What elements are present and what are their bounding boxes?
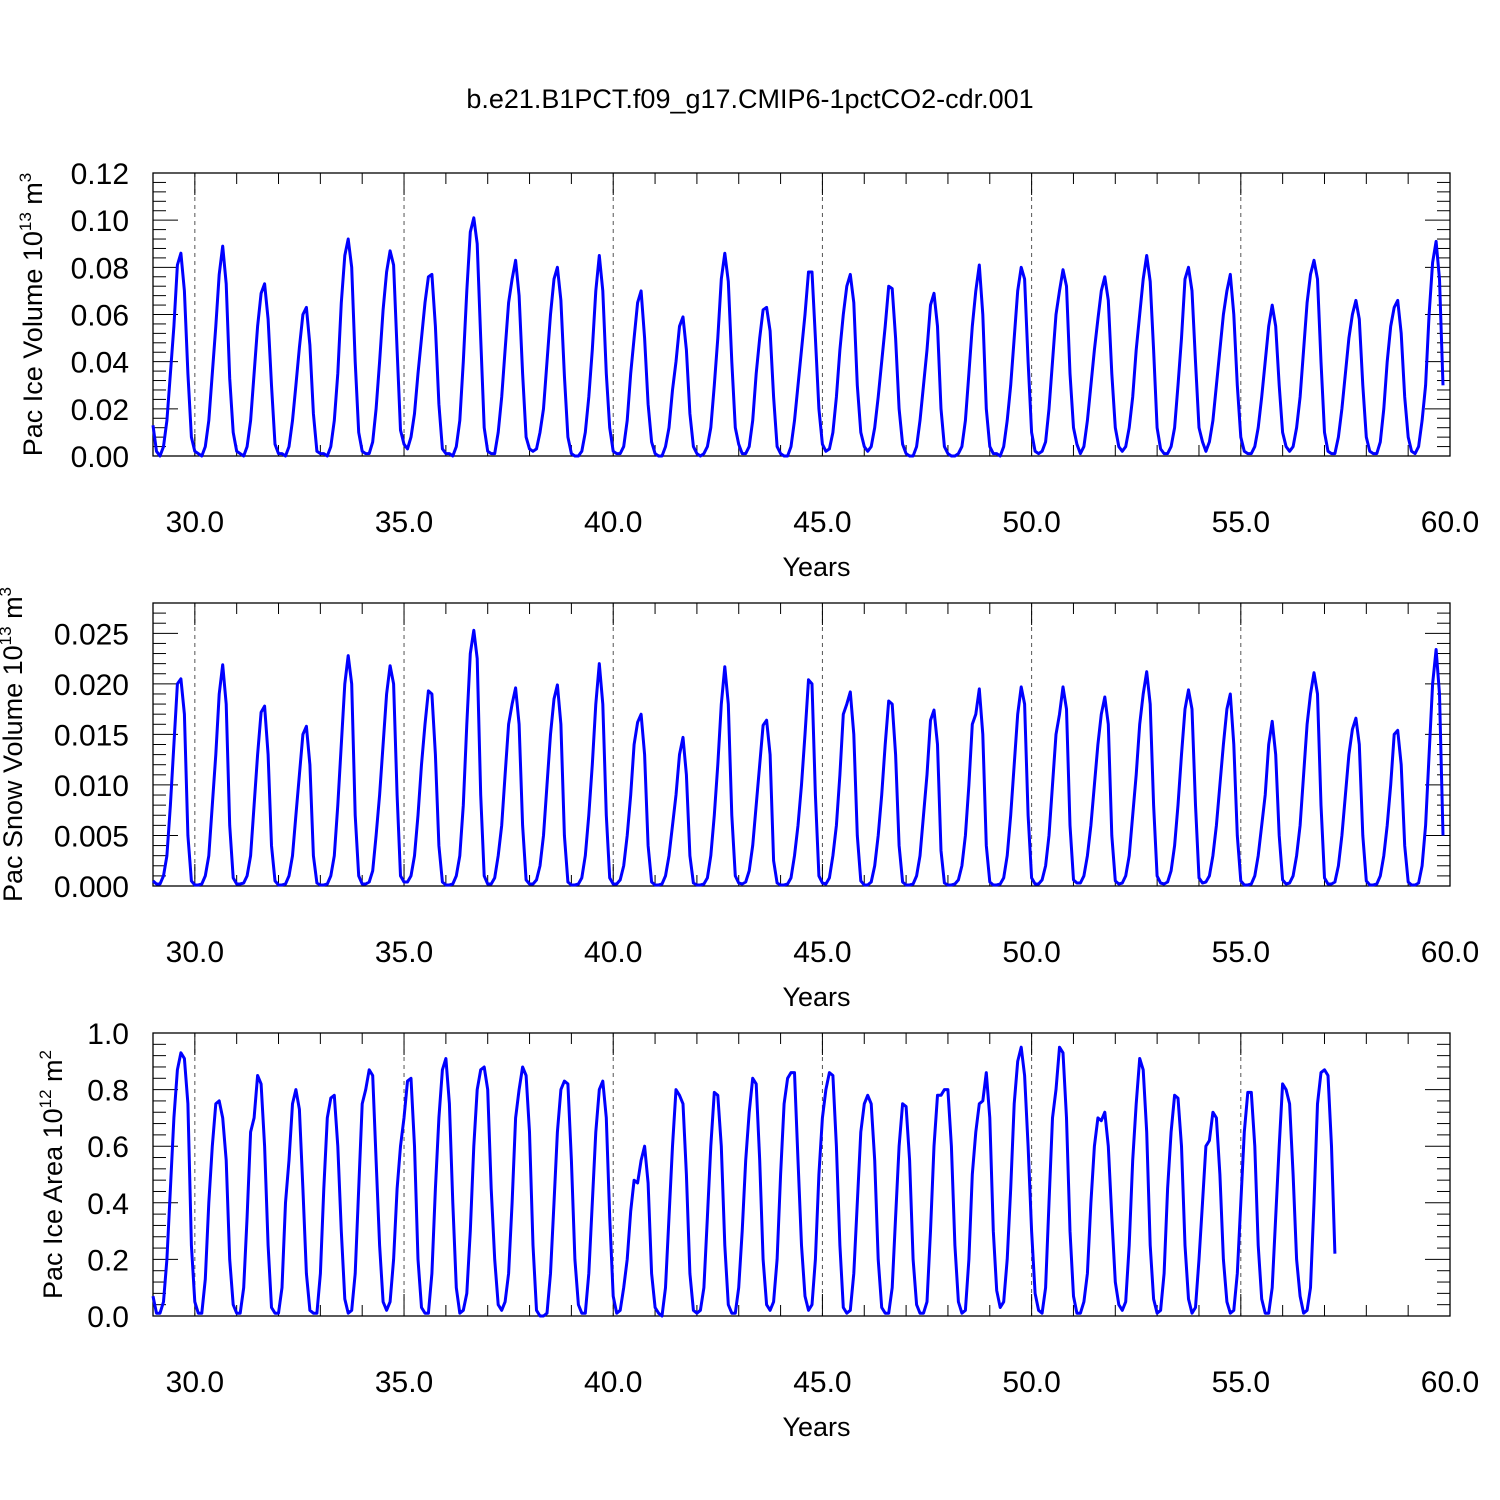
plot-frame [152, 1032, 1451, 1317]
x-tick-label: 40.0 [584, 1366, 642, 1399]
x-axis-label: Years [782, 1412, 850, 1442]
panel-ice-area: 0.0 0.2 0.4 0.6 0.8 1.0 30.0 35.0 40.0 45.0 50.0 55… [36, 1018, 1479, 1442]
y-tick-label: 0.12 [71, 158, 129, 191]
x-tick-label: 45.0 [793, 1366, 851, 1399]
x-tick-label: 45.0 [793, 506, 851, 539]
y-tick-label: 0.00 [71, 441, 129, 474]
x-tick-label: 60.0 [1421, 1366, 1479, 1399]
y-tick-label: 0.08 [71, 252, 129, 285]
y-tick-label: 0.025 [54, 618, 129, 651]
series-line-0 [152, 628, 1445, 887]
y-tick-label: 0.020 [54, 669, 129, 702]
x-tick-label: 30.0 [166, 1366, 224, 1399]
y-axis-label: Pac Ice Volume 1013 m3 [16, 173, 48, 457]
x-axis-label: Years [782, 552, 850, 582]
panel-ice-volume: 0.00 0.02 0.04 0.06 0.08 0.10 0.12 30.0 35.0 40.0… [16, 158, 1479, 582]
y-tick-label: 0.015 [54, 719, 129, 752]
y-tick-label: 0.06 [71, 300, 129, 333]
y-tick-label: 0.000 [54, 871, 129, 904]
x-tick-label: 55.0 [1212, 936, 1270, 969]
x-tick-label: 50.0 [1002, 1366, 1060, 1399]
y-tick-label: 0.10 [71, 205, 129, 238]
y-axis-label: Pac Ice Area 1012 m2 [36, 1050, 68, 1299]
panel-snow-volume: 0.000 0.005 0.010 0.015 0.020 0.025 30.0 35.0 40… [0, 587, 1479, 1012]
y-tick-label: 0.0 [87, 1301, 129, 1334]
x-tick-label: 40.0 [584, 936, 642, 969]
x-tick-label: 50.0 [1002, 936, 1060, 969]
x-tick-label: 35.0 [375, 506, 433, 539]
y-tick-label: 1.0 [87, 1018, 129, 1051]
x-tick-label: 30.0 [166, 936, 224, 969]
x-tick-label: 55.0 [1212, 1366, 1270, 1399]
y-tick-label: 0.6 [87, 1131, 129, 1164]
x-tick-label: 35.0 [375, 936, 433, 969]
x-tick-label: 30.0 [166, 506, 224, 539]
y-tick-label: 0.04 [71, 347, 129, 380]
y-tick-label: 0.005 [54, 820, 129, 853]
plot-frame [152, 602, 1451, 887]
plot-frame [152, 172, 1451, 457]
x-tick-label: 40.0 [584, 506, 642, 539]
figure-title: b.e21.B1PCT.f09_g17.CMIP6-1pctCO2-cdr.00… [466, 84, 1033, 114]
y-tick-label: 0.2 [87, 1244, 129, 1277]
x-tick-label: 50.0 [1002, 506, 1060, 539]
x-tick-label: 60.0 [1421, 506, 1479, 539]
y-tick-label: 0.02 [71, 394, 129, 427]
series-line-0 [151, 1045, 1337, 1318]
x-axis-label: Years [782, 982, 850, 1012]
y-tick-label: 0.010 [54, 770, 129, 803]
x-tick-label: 60.0 [1421, 936, 1479, 969]
x-tick-label: 45.0 [793, 936, 851, 969]
x-tick-label: 55.0 [1212, 506, 1270, 539]
series-line-0 [151, 216, 1445, 458]
y-tick-label: 0.4 [87, 1188, 129, 1221]
x-tick-label: 35.0 [375, 1366, 433, 1399]
y-axis-label: Pac Snow Volume 1013 m3 [0, 587, 28, 902]
y-tick-label: 0.8 [87, 1075, 129, 1108]
